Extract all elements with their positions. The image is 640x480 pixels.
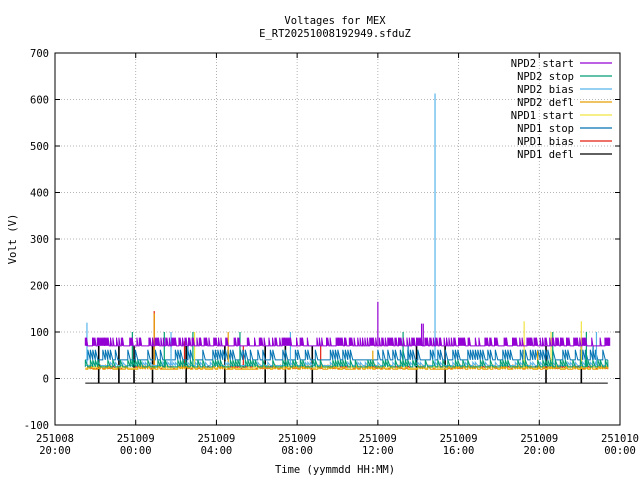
x-tick-label-date: 251009 — [520, 433, 558, 445]
y-axis-label: Volt (V) — [7, 214, 19, 265]
legend-label: NPD1 stop — [517, 123, 574, 135]
x-tick-label-date: 251010 — [601, 433, 639, 445]
chart-title: Voltages for MEX — [284, 15, 386, 27]
legend-label: NPD2 bias — [517, 84, 574, 96]
x-tick-label-time: 16:00 — [443, 445, 475, 457]
y-tick-label: 400 — [30, 188, 49, 200]
y-tick-label: 700 — [30, 48, 49, 60]
x-axis-label: Time (yymmdd HH:MM) — [275, 464, 395, 476]
legend-label: NPD2 defl — [517, 97, 574, 109]
y-tick-label: 0 — [43, 374, 49, 386]
data-series — [84, 93, 611, 384]
y-tick-label: 500 — [30, 141, 49, 153]
x-tick-label-time: 04:00 — [201, 445, 233, 457]
x-tick-label-date: 251009 — [440, 433, 478, 445]
x-tick-label-date: 251009 — [278, 433, 316, 445]
axes: -100010020030040050060070025100820:00251… — [24, 48, 639, 457]
x-tick-label-time: 08:00 — [281, 445, 313, 457]
x-tick-label-time: 20:00 — [39, 445, 71, 457]
series-line-npd1-stop — [85, 349, 608, 361]
legend-label: NPD1 start — [511, 110, 574, 122]
y-tick-label: 600 — [30, 95, 49, 107]
series-line-npd2-stop — [84, 359, 609, 368]
x-tick-label-time: 20:00 — [523, 445, 555, 457]
legend-label: NPD2 start — [511, 58, 574, 70]
x-tick-label-date: 251008 — [36, 433, 74, 445]
legend-label: NPD2 stop — [517, 71, 574, 83]
x-tick-label-date: 251009 — [117, 433, 155, 445]
x-tick-label-time: 00:00 — [120, 445, 152, 457]
y-tick-label: 200 — [30, 281, 49, 293]
legend-label: NPD1 bias — [517, 136, 574, 148]
y-tick-label: 100 — [30, 327, 49, 339]
x-tick-label-time: 12:00 — [362, 445, 394, 457]
legend-label: NPD1 defl — [517, 149, 574, 161]
x-tick-label-date: 251009 — [359, 433, 397, 445]
y-tick-label: -100 — [24, 420, 49, 432]
series-line-npd2-start — [84, 337, 611, 347]
x-tick-label-date: 251009 — [197, 433, 235, 445]
chart-subtitle: E_RT20251008192949.sfduZ — [259, 28, 411, 40]
y-tick-label: 300 — [30, 234, 49, 246]
x-tick-label-time: 00:00 — [604, 445, 636, 457]
